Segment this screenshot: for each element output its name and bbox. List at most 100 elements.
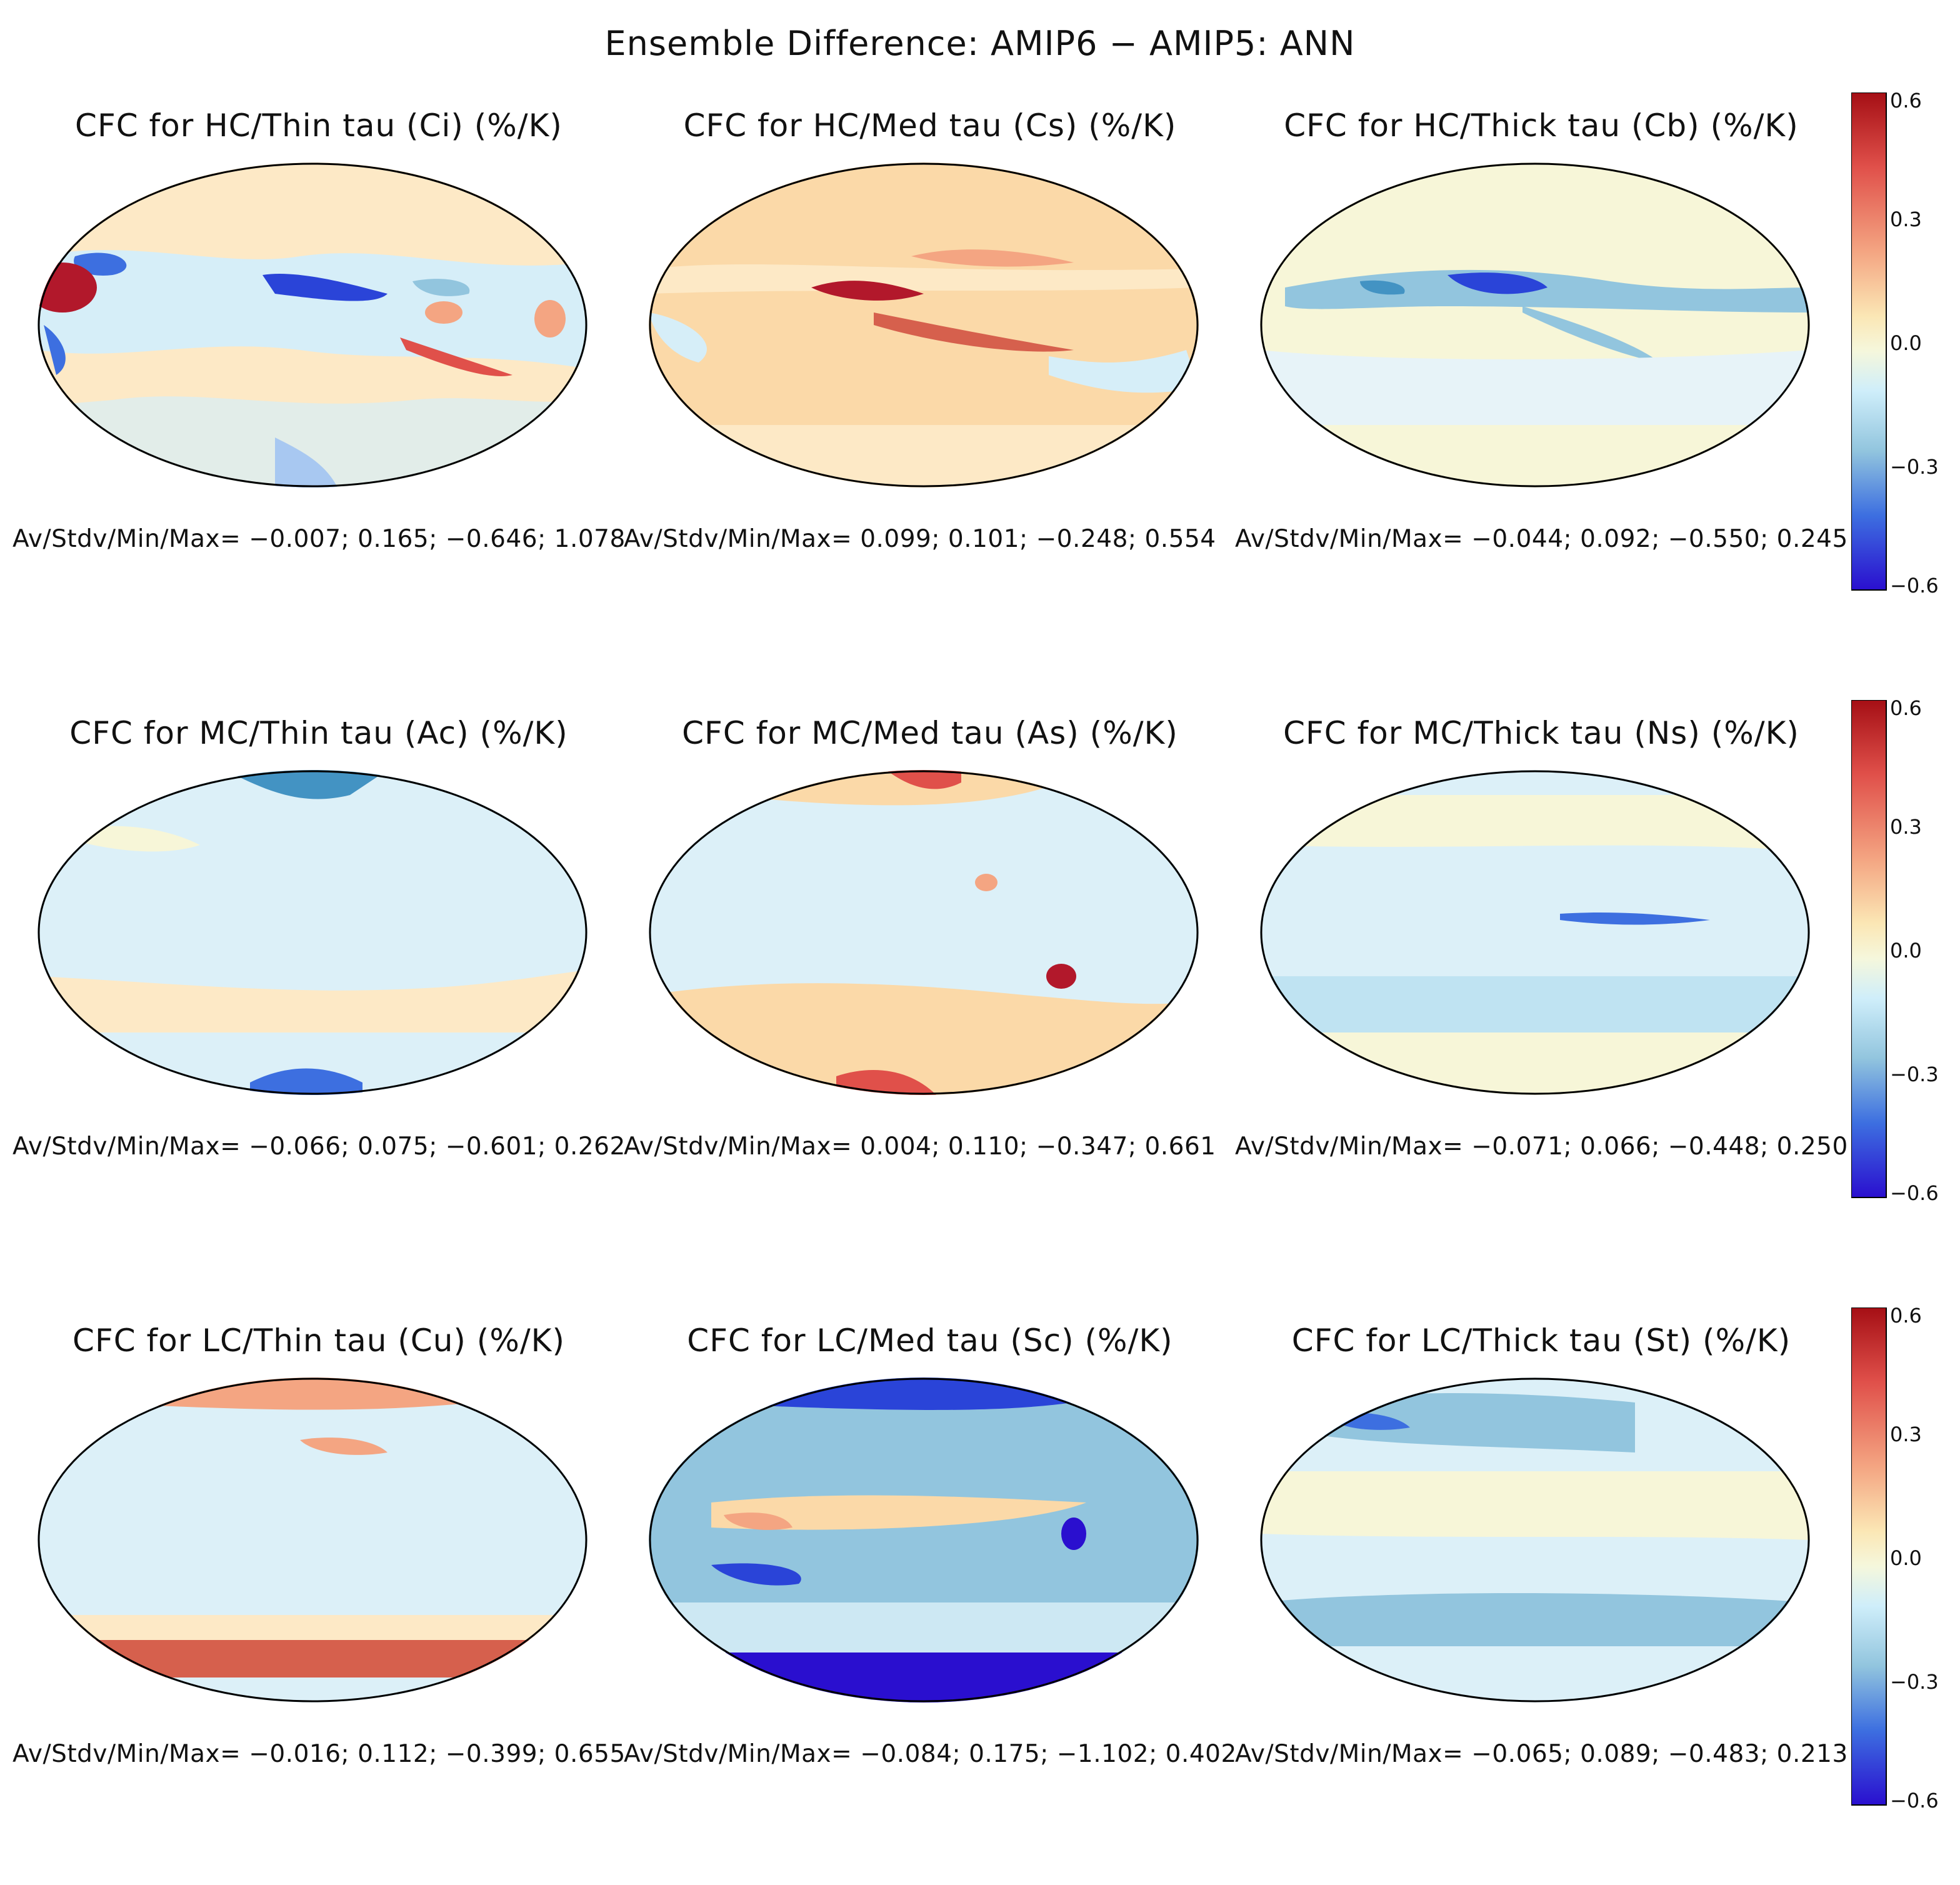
panel-title: CFC for MC/Thick tau (Ns) (%/K) [1283,715,1799,751]
map-mc-med [649,770,1199,1095]
panel-title: CFC for LC/Thin tau (Cu) (%/K) [72,1322,565,1359]
map-hc-thick [1260,162,1810,488]
stats-label: Av/Stdv/Min/Max= [1235,1740,1472,1768]
stat-min: −0.248; [1036,525,1145,553]
stats-line: Av/Stdv/Min/Max= −0.065; 0.089; −0.483; … [1235,1740,1848,1768]
colorbar-tick: −0.3 [1890,455,1939,479]
colorbar-tick: 0.6 [1890,1304,1922,1328]
stats-label: Av/Stdv/Min/Max= [12,1132,249,1161]
panel-hc-thick: CFC for HC/Thick tau (Cb) (%/K) Av/Stdv/… [1235,108,1848,670]
stat-min: −0.646; [445,525,554,553]
panel-hc-med: CFC for HC/Med tau (Cs) (%/K) Av/Stdv/Mi… [624,108,1236,670]
panel-title: CFC for HC/Thin tau (Ci) (%/K) [75,108,562,144]
panel-title: CFC for HC/Med tau (Cs) (%/K) [683,108,1177,144]
colorbar-tick: 0.3 [1890,208,1922,231]
colorbar-tick: 0.3 [1890,1422,1922,1446]
colorbar-tick: 0.0 [1890,1546,1922,1570]
stats-line: Av/Stdv/Min/Max= −0.066; 0.075; −0.601; … [12,1132,625,1161]
stat-min: −0.483; [1668,1740,1777,1768]
colorbar-tick: 0.0 [1890,939,1922,962]
stat-max: 0.262 [554,1132,626,1161]
panel-mc-thin: CFC for MC/Thin tau (Ac) (%/K) Av/Stdv/M… [12,715,625,1278]
colorbar-tick: 0.3 [1890,815,1922,839]
stat-max: 1.078 [554,525,626,553]
colorbar-tick: −0.3 [1890,1670,1939,1694]
stat-stdv: 0.165; [358,525,446,553]
stat-av: −0.066; [249,1132,358,1161]
panel-title: CFC for MC/Thin tau (Ac) (%/K) [69,715,568,751]
colorbar-tick: −0.3 [1890,1062,1939,1086]
stat-stdv: 0.112; [358,1740,446,1768]
stats-line: Av/Stdv/Min/Max= −0.007; 0.165; −0.646; … [12,525,625,553]
stats-line: Av/Stdv/Min/Max= 0.099; 0.101; −0.248; 0… [624,525,1236,553]
stat-stdv: 0.175; [969,1740,1057,1768]
stat-max: 0.661 [1144,1132,1216,1161]
stats-label: Av/Stdv/Min/Max= [1235,1132,1472,1161]
stat-av: 0.004; [860,1132,948,1161]
stat-max: 0.213 [1776,1740,1848,1768]
map-mc-thin [38,770,588,1095]
map-hc-med [649,162,1199,488]
colorbar-tick: 0.6 [1890,696,1922,720]
stat-min: −0.448; [1668,1132,1777,1161]
panel-title: CFC for MC/Med tau (As) (%/K) [682,715,1178,751]
stat-min: −0.550; [1668,525,1777,553]
stats-line: Av/Stdv/Min/Max= −0.044; 0.092; −0.550; … [1235,525,1848,553]
panel-mc-thick: CFC for MC/Thick tau (Ns) (%/K) Av/Stdv/… [1235,715,1848,1278]
stat-av: −0.065; [1471,1740,1581,1768]
map-lc-med [649,1378,1199,1702]
panel-title: CFC for HC/Thick tau (Cb) (%/K) [1284,108,1799,144]
colorbar-tick: −0.6 [1890,1789,1939,1812]
stats-label: Av/Stdv/Min/Max= [1235,525,1472,553]
stat-stdv: 0.089; [1580,1740,1668,1768]
stat-stdv: 0.092; [1580,525,1668,553]
colorbar-tick: 0.0 [1890,331,1922,355]
colorbar-tick: −0.6 [1890,574,1939,598]
stat-min: −0.601; [445,1132,554,1161]
map-mc-thick [1260,770,1810,1095]
stats-label: Av/Stdv/Min/Max= [624,525,861,553]
colorbar-row-3: 0.6 0.3 0.0 −0.3 −0.6 [1851,1304,1960,1820]
stats-line: Av/Stdv/Min/Max= −0.084; 0.175; −1.102; … [624,1740,1236,1768]
panel-title: CFC for LC/Med tau (Sc) (%/K) [687,1322,1173,1359]
figure-title: Ensemble Difference: AMIP6 − AMIP5: ANN [604,24,1356,63]
stat-stdv: 0.101; [948,525,1036,553]
map-lc-thick [1260,1378,1810,1702]
colorbar-tick: −0.6 [1890,1181,1939,1205]
stat-av: −0.084; [860,1740,969,1768]
stats-label: Av/Stdv/Min/Max= [624,1132,861,1161]
panel-lc-thick: CFC for LC/Thick tau (St) (%/K) Av/Stdv/… [1235,1322,1848,1885]
panel-title: CFC for LC/Thick tau (St) (%/K) [1291,1322,1791,1359]
stat-stdv: 0.066; [1580,1132,1668,1161]
stat-max: 0.554 [1144,525,1216,553]
stats-label: Av/Stdv/Min/Max= [624,1740,861,1768]
panel-lc-med: CFC for LC/Med tau (Sc) (%/K) Av/Stdv/Mi… [624,1322,1236,1885]
colorbar-row-1: 0.6 0.3 0.0 −0.3 −0.6 [1851,89,1960,605]
stat-stdv: 0.110; [948,1132,1036,1161]
stat-min: −1.102; [1056,1740,1166,1768]
colorbar-row-2: 0.6 0.3 0.0 −0.3 −0.6 [1851,696,1960,1212]
stats-label: Av/Stdv/Min/Max= [12,1740,249,1768]
stat-max: 0.402 [1165,1740,1237,1768]
stats-line: Av/Stdv/Min/Max= −0.016; 0.112; −0.399; … [12,1740,625,1768]
stat-av: −0.007; [249,525,358,553]
stat-max: 0.245 [1776,525,1848,553]
panel-mc-med: CFC for MC/Med tau (As) (%/K) Av/Stdv/Mi… [624,715,1236,1278]
colorbar-tick: 0.6 [1890,89,1922,112]
map-lc-thin [38,1378,588,1702]
map-hc-thin [38,162,588,488]
stats-label: Av/Stdv/Min/Max= [12,525,249,553]
stat-av: 0.099; [860,525,948,553]
stat-av: −0.044; [1471,525,1581,553]
panel-hc-thin: CFC for HC/Thin tau (Ci) (%/K) Av/Stdv/M… [12,108,625,670]
stat-av: −0.016; [249,1740,358,1768]
stat-stdv: 0.075; [358,1132,446,1161]
stat-max: 0.655 [554,1740,626,1768]
stat-min: −0.347; [1036,1132,1145,1161]
stats-line: Av/Stdv/Min/Max= 0.004; 0.110; −0.347; 0… [624,1132,1236,1161]
panel-lc-thin: CFC for LC/Thin tau (Cu) (%/K) Av/Stdv/M… [12,1322,625,1885]
stat-av: −0.071; [1471,1132,1581,1161]
stats-line: Av/Stdv/Min/Max= −0.071; 0.066; −0.448; … [1235,1132,1848,1161]
stat-min: −0.399; [445,1740,554,1768]
stat-max: 0.250 [1776,1132,1848,1161]
